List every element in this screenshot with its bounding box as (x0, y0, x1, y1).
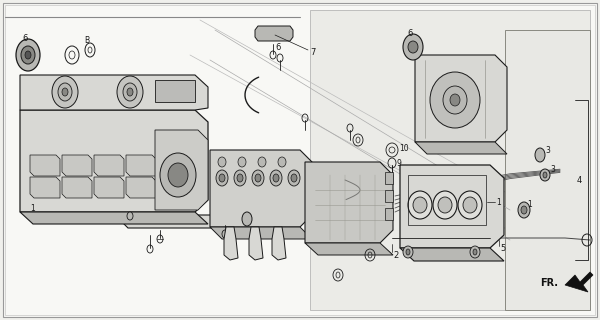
Ellipse shape (218, 157, 226, 167)
Ellipse shape (463, 197, 477, 213)
Ellipse shape (21, 46, 35, 64)
Ellipse shape (252, 170, 264, 186)
Polygon shape (505, 30, 590, 310)
Ellipse shape (52, 76, 78, 108)
Polygon shape (272, 227, 286, 260)
Polygon shape (30, 177, 60, 198)
Polygon shape (155, 130, 208, 210)
Polygon shape (400, 165, 504, 248)
Ellipse shape (238, 157, 246, 167)
Polygon shape (20, 110, 208, 212)
Ellipse shape (521, 206, 527, 214)
Ellipse shape (258, 157, 266, 167)
Ellipse shape (291, 174, 297, 182)
Ellipse shape (518, 202, 530, 218)
Polygon shape (126, 155, 156, 176)
Text: 6: 6 (407, 28, 412, 37)
Bar (385, 190, 393, 202)
Text: 5: 5 (500, 244, 505, 252)
Ellipse shape (288, 170, 300, 186)
Text: B: B (84, 36, 89, 44)
Polygon shape (400, 248, 504, 261)
Ellipse shape (237, 174, 243, 182)
Ellipse shape (58, 83, 72, 101)
Ellipse shape (450, 94, 460, 106)
Polygon shape (62, 177, 92, 198)
Ellipse shape (540, 169, 550, 181)
Polygon shape (94, 177, 124, 198)
Text: 3: 3 (550, 164, 555, 173)
Text: 7: 7 (310, 47, 316, 57)
Text: 2: 2 (393, 251, 398, 260)
Text: 1: 1 (30, 204, 35, 212)
Ellipse shape (458, 191, 482, 219)
Polygon shape (255, 26, 293, 41)
Ellipse shape (117, 76, 143, 108)
Text: 1: 1 (527, 199, 532, 209)
Polygon shape (305, 162, 393, 243)
Bar (408, 175, 486, 225)
Polygon shape (20, 212, 208, 224)
Polygon shape (415, 55, 507, 142)
Ellipse shape (406, 249, 410, 255)
Polygon shape (305, 243, 393, 255)
Bar (385, 172, 393, 184)
Ellipse shape (403, 34, 423, 60)
Polygon shape (210, 150, 312, 227)
Ellipse shape (413, 197, 427, 213)
Polygon shape (210, 227, 312, 239)
Ellipse shape (433, 191, 457, 219)
Ellipse shape (127, 212, 133, 220)
Ellipse shape (278, 157, 286, 167)
Ellipse shape (270, 170, 282, 186)
Text: 10: 10 (399, 143, 409, 153)
Text: 1: 1 (496, 197, 501, 206)
Ellipse shape (255, 174, 261, 182)
Ellipse shape (408, 41, 418, 53)
Text: 3: 3 (545, 146, 550, 155)
Polygon shape (20, 75, 208, 110)
Ellipse shape (25, 51, 31, 59)
Polygon shape (126, 177, 156, 198)
Ellipse shape (62, 88, 68, 96)
Ellipse shape (242, 212, 252, 226)
Polygon shape (310, 10, 590, 310)
Ellipse shape (216, 170, 228, 186)
Ellipse shape (535, 148, 545, 162)
Ellipse shape (470, 246, 480, 258)
Polygon shape (30, 155, 60, 176)
Bar (385, 208, 393, 220)
Ellipse shape (127, 88, 133, 96)
Ellipse shape (160, 153, 196, 197)
Ellipse shape (438, 197, 452, 213)
Ellipse shape (403, 246, 413, 258)
Text: 4: 4 (577, 175, 582, 185)
Polygon shape (94, 155, 124, 176)
Polygon shape (62, 155, 92, 176)
Ellipse shape (408, 191, 432, 219)
Bar (155, 80, 195, 102)
Ellipse shape (473, 249, 477, 255)
Text: FR.: FR. (540, 278, 558, 288)
Ellipse shape (543, 172, 547, 178)
Ellipse shape (430, 72, 480, 128)
Polygon shape (565, 272, 593, 292)
Text: 9: 9 (397, 158, 402, 167)
Text: 6: 6 (275, 43, 280, 52)
Polygon shape (224, 227, 238, 260)
Ellipse shape (168, 163, 188, 187)
Ellipse shape (234, 170, 246, 186)
Polygon shape (249, 227, 263, 260)
Ellipse shape (219, 174, 225, 182)
Ellipse shape (443, 86, 467, 114)
Polygon shape (415, 142, 507, 154)
Polygon shape (115, 215, 253, 228)
Ellipse shape (273, 174, 279, 182)
Text: 6: 6 (22, 34, 28, 43)
Ellipse shape (16, 39, 40, 71)
Ellipse shape (123, 83, 137, 101)
